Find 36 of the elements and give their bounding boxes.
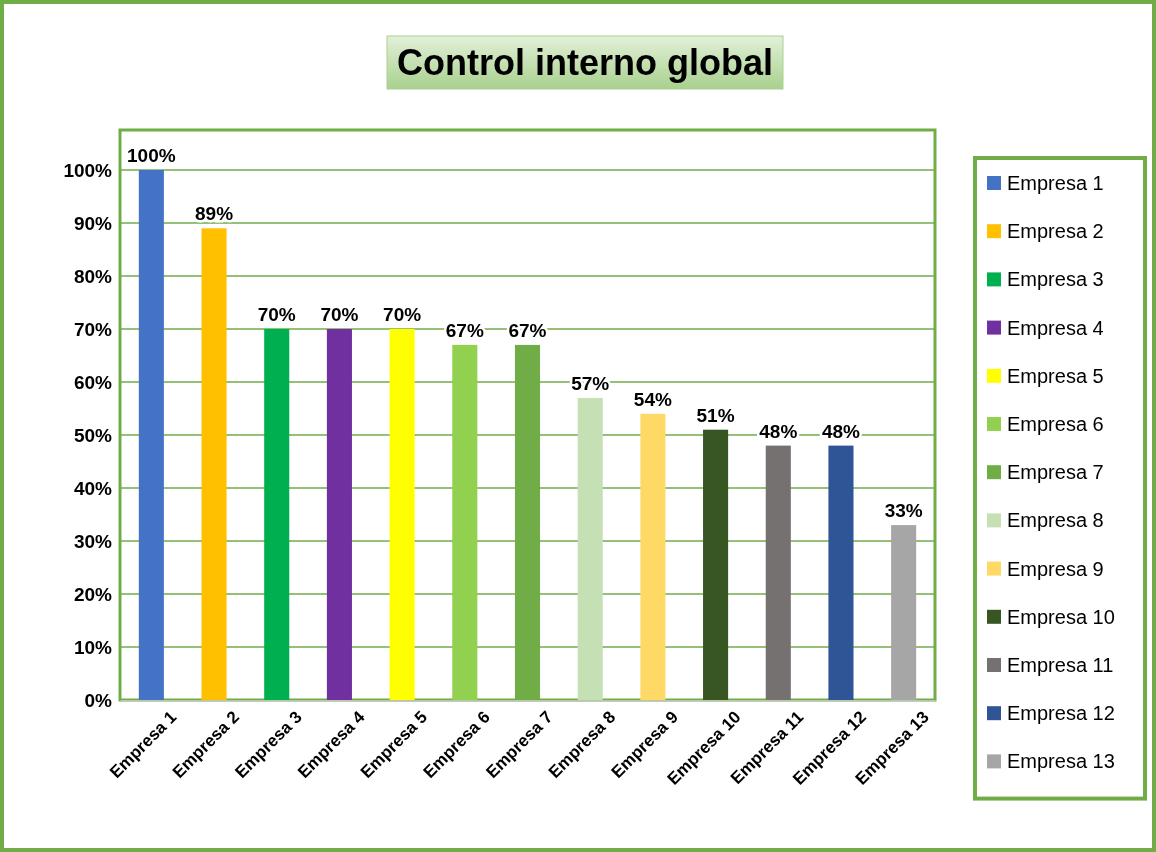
chart-title: Control interno global <box>397 42 773 83</box>
legend-label: Empresa 5 <box>1007 364 1104 387</box>
legend-label: Empresa 9 <box>1007 557 1104 580</box>
data-label: 33% <box>884 500 923 522</box>
data-label: 54% <box>633 388 672 410</box>
legend-label: Empresa 4 <box>1007 316 1104 339</box>
y-tick-label: 100% <box>63 159 113 181</box>
data-label: 89% <box>195 203 234 225</box>
legend-label: Empresa 1 <box>1007 172 1104 194</box>
data-label: 100% <box>127 145 176 166</box>
y-tick-label: 50% <box>73 424 113 446</box>
legend-label: Empresa 10 <box>1007 605 1115 628</box>
y-tick-label: 40% <box>73 477 113 499</box>
y-tick-label: 30% <box>73 530 113 552</box>
legend-label: Empresa 7 <box>1007 461 1104 484</box>
data-label: 70% <box>320 304 359 325</box>
data-label: 70% <box>257 304 296 325</box>
y-tick-label: 20% <box>73 583 113 605</box>
y-tick-label: 60% <box>73 371 113 393</box>
legend-label: Empresa 8 <box>1007 509 1104 532</box>
y-tick-label: 90% <box>73 212 113 234</box>
data-label: 67% <box>508 319 547 341</box>
y-tick-label: 80% <box>73 265 113 287</box>
legend-label: Empresa 2 <box>1007 220 1104 243</box>
data-label: 48% <box>821 420 861 442</box>
legend-label: Empresa 11 <box>1007 654 1114 676</box>
data-label: 48% <box>759 420 798 442</box>
data-label: 67% <box>445 319 484 341</box>
y-tick-label: 0% <box>84 689 113 711</box>
y-tick-label: 70% <box>73 318 113 340</box>
data-label: 51% <box>696 404 735 426</box>
y-tick-label: 10% <box>73 636 113 658</box>
legend-label: Empresa 6 <box>1007 413 1104 435</box>
legend-label: Empresa 3 <box>1007 268 1104 291</box>
data-label: 57% <box>571 372 610 394</box>
data-label: 70% <box>383 304 422 325</box>
